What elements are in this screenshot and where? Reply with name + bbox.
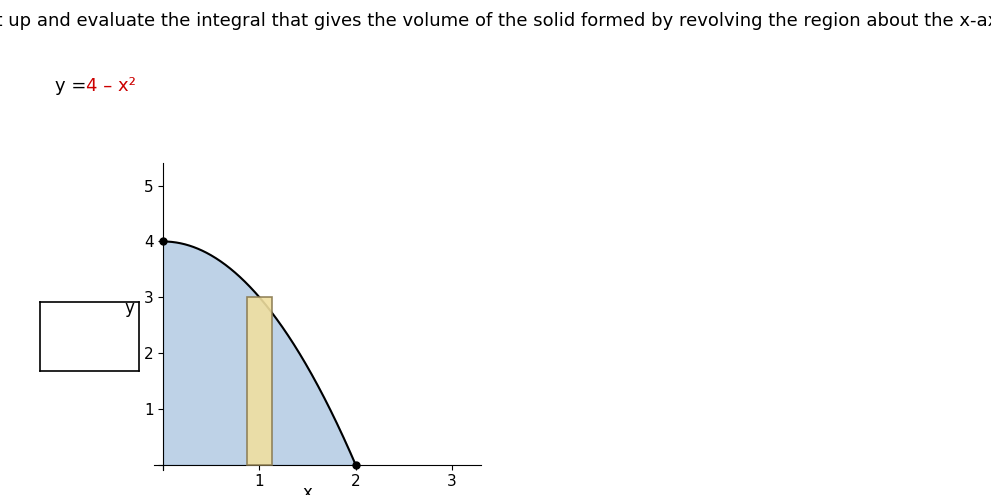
Text: y: y — [125, 299, 135, 317]
Text: x: x — [302, 484, 312, 495]
Text: 4 – x²: 4 – x² — [86, 77, 136, 95]
Text: y =: y = — [55, 77, 91, 95]
Text: Set up and evaluate the integral that gives the volume of the solid formed by re: Set up and evaluate the integral that gi… — [0, 12, 991, 30]
Bar — [247, 297, 272, 465]
